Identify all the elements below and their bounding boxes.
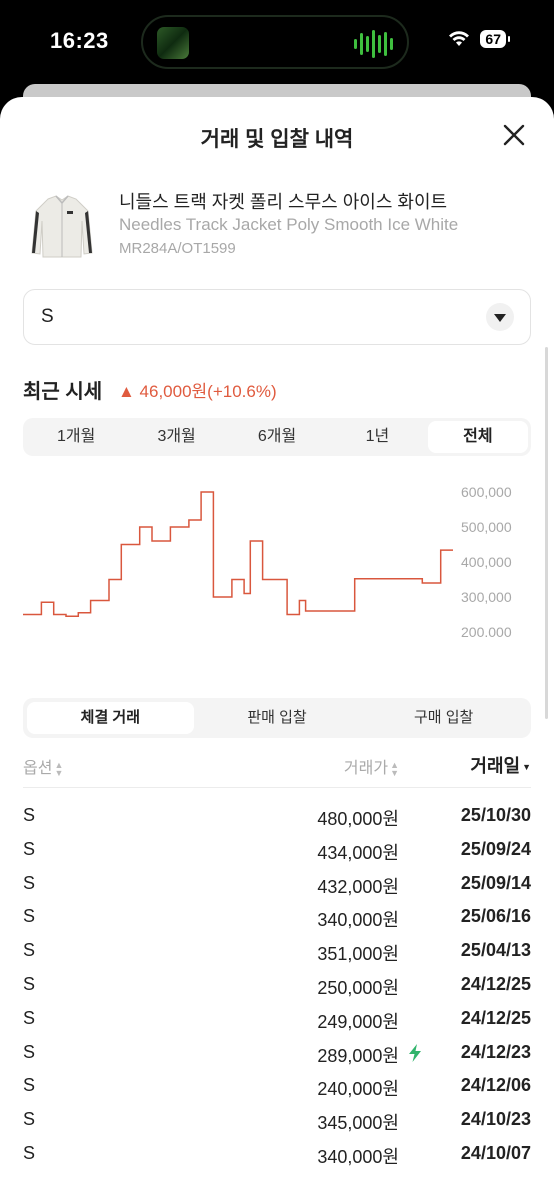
column-date[interactable]: 거래일 ▼ [470,752,531,778]
dynamic-island[interactable] [141,15,409,69]
period-selector: 1개월 3개월 6개월 1년 전체 [23,418,531,456]
table-row: S 249,000원 24/12/25 [23,1002,531,1036]
period-option[interactable]: 1년 [365,428,390,445]
trade-list: S 480,000원 25/10/30 S 434,000원 25/09/24 S 432,0… [23,799,531,1171]
row-option: S [23,1109,36,1130]
battery-indicator: 67 [480,30,510,48]
wifi-icon [449,31,470,46]
column-price[interactable]: 거래가 ▲ ▼ [344,754,399,778]
row-option: S [23,1142,36,1163]
recent-price-title: 최근 시세 [23,381,103,403]
history-tab[interactable]: 구매 입찰 [413,709,474,726]
row-price: 289,000원 [317,1045,399,1066]
row-date: 25/09/24 [460,838,531,859]
table-row: S 432,000원 25/09/14 [23,867,531,901]
table-row: S 240,000원 24/12/06 [23,1069,531,1103]
price-chart: 600,000 500,000 400,000 300,000 200,000 [23,484,512,637]
row-date: 25/10/30 [460,805,531,825]
row-price: 340,000원 [317,910,399,931]
table-row: S 345,000원 24/10/23 [23,1103,531,1137]
product-name-en: Needles Track Jacket Poly Smooth Ice Whi… [119,215,459,234]
row-date: 24/12/25 [460,973,531,994]
recent-price-change: ▲ 46,000원(+10.6%) [118,382,277,401]
table-row: S 340,000원 24/10/07 [23,1137,531,1171]
sort-icon: ▲ ▼ [390,759,399,778]
column-price-label: 거래가 [343,760,389,777]
row-date: 24/10/23 [460,1109,531,1130]
dropdown-arrow-icon [486,303,514,331]
column-date-label: 거래일 [470,756,521,776]
table-row: S 340,000원 25/06/16 [23,900,531,934]
y-tick-label: 300,000 [461,589,512,605]
period-option[interactable]: 6개월 [257,428,297,445]
column-option[interactable]: 옵션 ▲ ▼ [23,754,63,778]
table-row: S 434,000원 25/09/24 [23,833,531,867]
product-name-ko: 니들스 트랙 자켓 폴리 스무스 아이스 화이트 [119,192,448,212]
size-select[interactable]: S [23,289,531,345]
audio-wave-icon [354,29,393,59]
row-price: 345,000원 [317,1113,399,1134]
album-art-icon [157,27,189,59]
column-option-label: 옵션 [23,760,53,777]
row-option: S [23,940,36,961]
trade-history-sheet: 거래 및 입찰 내역 니들스 트랙 자켓 폴리 스무스 아이스 화이트 Need… [0,97,554,1200]
row-price: 432,000원 [317,876,399,897]
row-option: S [23,906,36,927]
row-option: S [23,1007,36,1028]
row-option: S [23,973,36,994]
row-option: S [23,1075,36,1096]
table-row: S 480,000원 25/10/30 [23,799,531,833]
table-row: S 250,000원 24/12/25 [23,968,531,1002]
row-option: S [23,872,36,893]
table-row: S 351,000원 25/04/13 [23,934,531,968]
scrollbar[interactable] [545,347,548,719]
row-date: 24/12/23 [460,1041,531,1062]
history-tabs: 체결 거래 판매 입찰 구매 입찰 [23,698,531,738]
row-price: 351,000원 [317,944,399,965]
status-bar: 16:23 67 [0,0,554,84]
period-option[interactable]: 전체 [427,421,529,453]
row-date: 25/06/16 [460,906,531,927]
period-option[interactable]: 1개월 [57,428,96,445]
row-price: 249,000원 [317,1011,399,1032]
close-icon[interactable] [502,123,526,147]
table-row: S 289,000원 24/12/23 [23,1036,531,1070]
row-date: 24/10/07 [460,1142,531,1163]
y-tick-label: 200,000 [461,624,512,637]
row-price: 240,000원 [317,1079,399,1100]
table-header: 옵션 ▲ ▼ 거래가 ▲ ▼ 거래일 ▼ [23,750,531,788]
row-price: 340,000원 [317,1146,399,1167]
y-tick-label: 500,000 [461,519,512,535]
y-tick-label: 600,000 [461,484,512,500]
row-date: 24/12/25 [460,1007,531,1028]
row-option: S [23,1041,36,1062]
sort-icon: ▲ ▼ [54,759,64,778]
row-date: 24/12/06 [460,1075,531,1096]
price-line [23,491,453,618]
history-tab[interactable]: 체결 거래 [27,702,194,734]
row-price: 250,000원 [317,977,399,998]
row-option: S [23,805,36,825]
period-option[interactable]: 3개월 [157,428,196,445]
row-date: 25/09/14 [460,872,531,893]
row-price: 434,000원 [317,842,399,863]
row-option: S [23,838,36,859]
status-indicators: 67 [448,30,510,48]
size-select-value: S [41,306,54,327]
lightning-icon [409,1043,421,1062]
row-date: 25/04/13 [460,940,531,961]
history-tab[interactable]: 판매 입찰 [247,709,307,726]
row-price: 480,000원 [317,809,399,829]
product-image [31,195,93,258]
y-tick-label: 400,000 [461,554,512,570]
product-code: MR284A/OT1599 [119,240,236,257]
sort-desc-icon: ▼ [522,762,531,773]
sheet-title: 거래 및 입찰 내역 [200,128,354,151]
status-time: 16:23 [50,28,109,53]
